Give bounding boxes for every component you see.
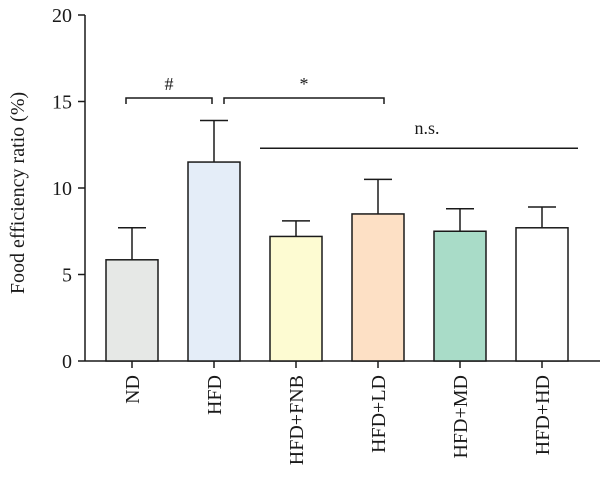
bar-hfd-hd <box>515 227 569 362</box>
category-label: HFD+FNB <box>286 375 308 465</box>
category-label: ND <box>122 375 144 404</box>
y-tick-label: 10 <box>52 178 72 200</box>
category-label: HFD+LD <box>368 375 390 453</box>
y-tick-label: 20 <box>52 5 72 27</box>
category-label: HFD+MD <box>450 375 472 459</box>
bar-hfd-md <box>433 230 487 362</box>
y-tick-label: 5 <box>62 265 72 287</box>
category-label: HFD <box>204 375 226 415</box>
category-label: HFD+HD <box>532 375 554 455</box>
bar-hfd-fnb <box>269 235 323 362</box>
significance-marker: n.s. <box>414 118 439 138</box>
plot-area: 0 5 10 15 20 ND HFD HFD+FNB HFD+LD HFD+MD HFD+HD # *… <box>52 5 600 465</box>
bar-nd <box>105 259 159 362</box>
significance-marker: # <box>165 74 174 94</box>
significance-marker: * <box>300 74 309 94</box>
bar-hfd <box>187 161 241 362</box>
y-tick-label: 15 <box>52 92 72 114</box>
y-tick-label: 0 <box>62 351 72 373</box>
y-axis-label: Food efficiency ratio (%) <box>7 92 29 294</box>
bar-hfd-ld <box>351 213 405 362</box>
significance-bracket <box>125 97 213 105</box>
significance-bracket <box>223 97 385 105</box>
